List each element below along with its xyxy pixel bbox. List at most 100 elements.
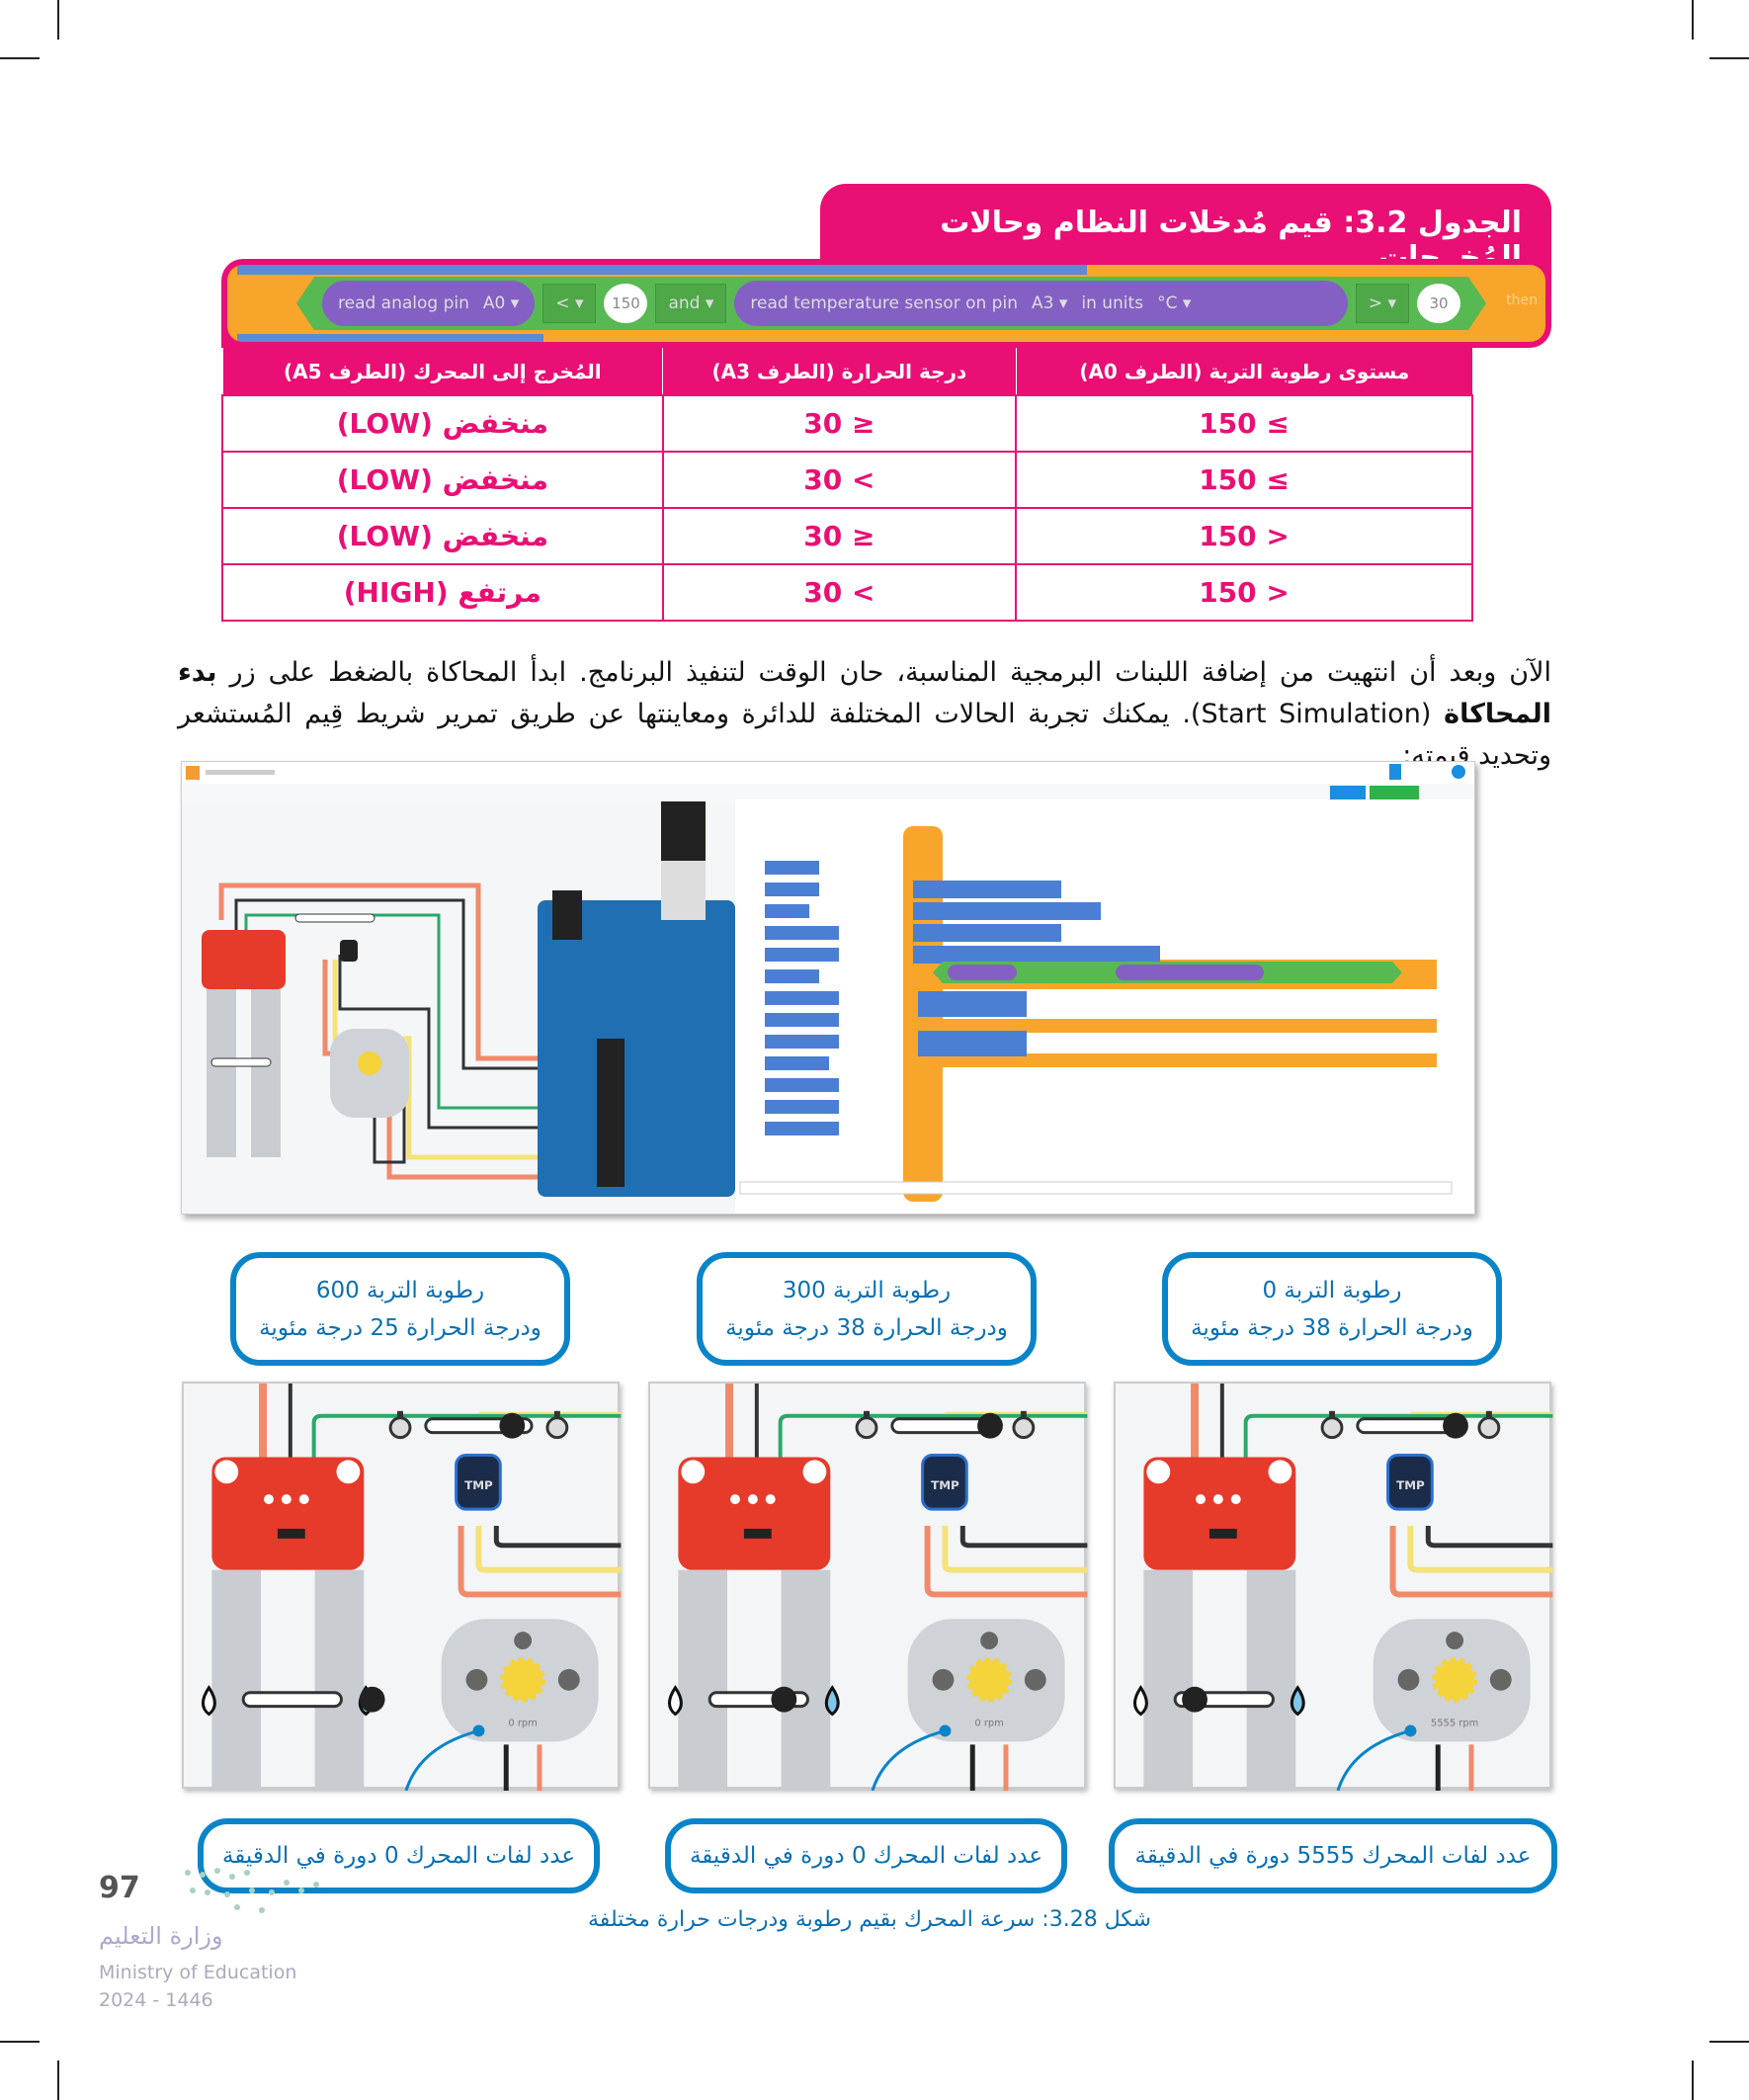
simulation-screenshot [181,761,1475,1215]
cell-motor-output: مرتفع (HIGH) [221,563,664,622]
units-label: in units [1081,294,1144,313]
cell-motor-output: منخفض (LOW) [221,507,664,565]
result-text: عدد لفات المحرك 0 دورة في الدقيقة [221,1843,576,1869]
dots-emblem-icon [185,1868,319,1913]
hot-thermometer-icon [1477,1416,1501,1440]
moisture-slider-knob [771,1686,797,1713]
motor-result-callout: عدد لفات المحرك 0 دورة في الدقيقة [665,1818,1067,1893]
unit-dropdown: °C ▾ [1157,294,1192,313]
circuit-panel: TMP 5555 rpm [1114,1382,1553,1792]
circuit-illustration: TMP 0 rpm [201,1384,622,1792]
moisture-slider-knob [359,1686,385,1713]
circuit-illustration: TMP 5555 rpm [1132,1384,1553,1792]
circuit-panel: TMP 0 rpm [648,1382,1088,1792]
motor-gear-icon [1432,1656,1477,1703]
circuit-illustration: TMP 0 rpm [667,1384,1088,1792]
moisture-text: رطوبة التربة 600 [315,1277,485,1303]
cold-thermometer-icon [388,1416,412,1440]
crop-mark [0,57,40,59]
start-simulation-term: بدء المحاكاة [178,657,1551,729]
motor-rpm-label: 0 rpm [508,1718,537,1728]
ministry-name-ar: وزارة التعليم [99,1922,223,1950]
tmp-label: TMP [1396,1478,1425,1492]
hot-thermometer-icon [545,1416,569,1440]
soil-sensor-board [678,1457,831,1570]
header-motor-output: المُخرج إلى المحرك (الطرف A5) [221,348,663,395]
temperature-text: ودرجة الحرارة 38 درجة مئوية [725,1314,1008,1341]
year-label: 2024 - 1446 [99,1989,213,2011]
greater-than-operator: > ▾ [1356,284,1409,323]
moisture-slider [241,1691,343,1709]
water-drop-high-icon [1290,1685,1305,1717]
result-text: عدد لفات المحرك 5555 دورة في الدقيقة [1134,1843,1532,1869]
temperature-slider-knob [977,1412,1003,1439]
cell-temperature: ≤ 30 [661,507,1018,565]
value-30: 30 [1417,284,1460,323]
moisture-text: رطوبة التربة 300 [782,1277,952,1303]
water-drop-low-icon [667,1685,683,1717]
water-drop-low-icon [1132,1685,1148,1717]
code-block-banner: read analog pin A0 ▾ < ▾ 150 and ▾ read … [221,259,1551,348]
page-number: 97 [99,1871,140,1905]
moisture-slider-knob [1182,1686,1208,1713]
motor-result-callout: عدد لفات المحرك 0 دورة في الدقيقة [198,1818,600,1893]
ministry-name-en: Ministry of Education [99,1962,297,1983]
cell-soil-moisture: ≥ 150 [1015,451,1473,509]
motor-gear-icon [966,1656,1012,1703]
value-150: 150 [604,284,647,323]
table-row: < 150 > 30 مرتفع (HIGH) [221,563,1473,622]
motor-result-callout: عدد لفات المحرك 5555 دورة في الدقيقة [1109,1818,1557,1893]
read-temperature-block: read temperature sensor on pin A3 ▾ in u… [734,281,1347,326]
cell-motor-output: منخفض (LOW) [221,394,664,453]
circuit-panel: TMP 0 rpm [182,1382,622,1792]
cell-temperature: > 30 [661,451,1018,509]
ministry-logo: وزارة التعليم Ministry of Education 2024… [99,1863,356,2021]
table-row: < 150 ≤ 30 منخفض (LOW) [221,507,1473,565]
crop-mark [1709,2041,1749,2043]
pin-dropdown: A0 ▾ [482,294,520,313]
tmp-sensor [921,1453,968,1511]
cell-temperature: ≤ 30 [661,394,1018,453]
cold-thermometer-icon [1320,1416,1344,1440]
condition-block: read analog pin A0 ▾ < ▾ 150 and ▾ read … [296,277,1486,330]
read-pin-label: read analog pin [338,294,469,313]
soil-sensor-board [211,1457,365,1570]
tmp-sensor [1386,1453,1434,1511]
inputs-outputs-table: مستوى رطوبة التربة (الطرف A0) درجة الحرا… [221,348,1473,622]
motor-gear-icon [500,1656,545,1703]
table-row: ≥ 150 > 30 منخفض (LOW) [221,451,1473,509]
table-title: الجدول 3.2: قيم مُدخلات النظام وحالات ال… [820,184,1551,275]
motor-rpm-label: 5555 rpm [1431,1718,1478,1728]
crop-mark [57,0,59,40]
cell-soil-moisture: < 150 [1015,563,1473,622]
cell-motor-output: منخفض (LOW) [221,451,664,509]
temperature-text: ودرجة الحرارة 38 درجة مئوية [1191,1314,1473,1341]
cell-temperature: > 30 [661,563,1018,622]
and-operator: and ▾ [655,284,726,323]
header-soil-moisture: مستوى رطوبة التربة (الطرف A0) [1015,348,1472,395]
less-than-operator: < ▾ [542,284,596,323]
temperature-slider-knob [499,1412,526,1439]
water-drop-low-icon [201,1685,216,1717]
then-label: then [1506,293,1538,308]
temperature-slider-knob [1443,1412,1468,1439]
tmp-label: TMP [931,1478,959,1492]
crop-mark [1692,2060,1694,2100]
tmp-label: TMP [464,1478,493,1492]
scenario-input-callout: رطوبة التربة 600 ودرجة الحرارة 25 درجة مئ… [230,1252,570,1366]
temperature-text: ودرجة الحرارة 25 درجة مئوية [259,1314,541,1341]
crop-mark [1709,57,1749,59]
tmp-sensor [455,1453,502,1511]
hot-thermometer-icon [1012,1416,1036,1440]
cell-soil-moisture: < 150 [1015,507,1473,565]
result-text: عدد لفات المحرك 0 دورة في الدقيقة [689,1843,1043,1869]
temp-label: read temperature sensor on pin [750,294,1018,313]
water-drop-high-icon [824,1685,840,1717]
figure-caption: شكل 3.28: سرعة المحرك بقيم رطوبة ودرجات … [588,1907,1151,1932]
pin-dropdown: A3 ▾ [1031,294,1068,313]
simulation-illustration [182,762,1474,1214]
crop-mark [57,2060,59,2100]
read-analog-pin-block: read analog pin A0 ▾ [322,281,535,326]
instruction-paragraph: الآن وبعد أن انتهيت من إضافة اللبنات الب… [178,657,1551,771]
scenario-input-callout: رطوبة التربة 300 ودرجة الحرارة 38 درجة مئ… [697,1252,1037,1366]
